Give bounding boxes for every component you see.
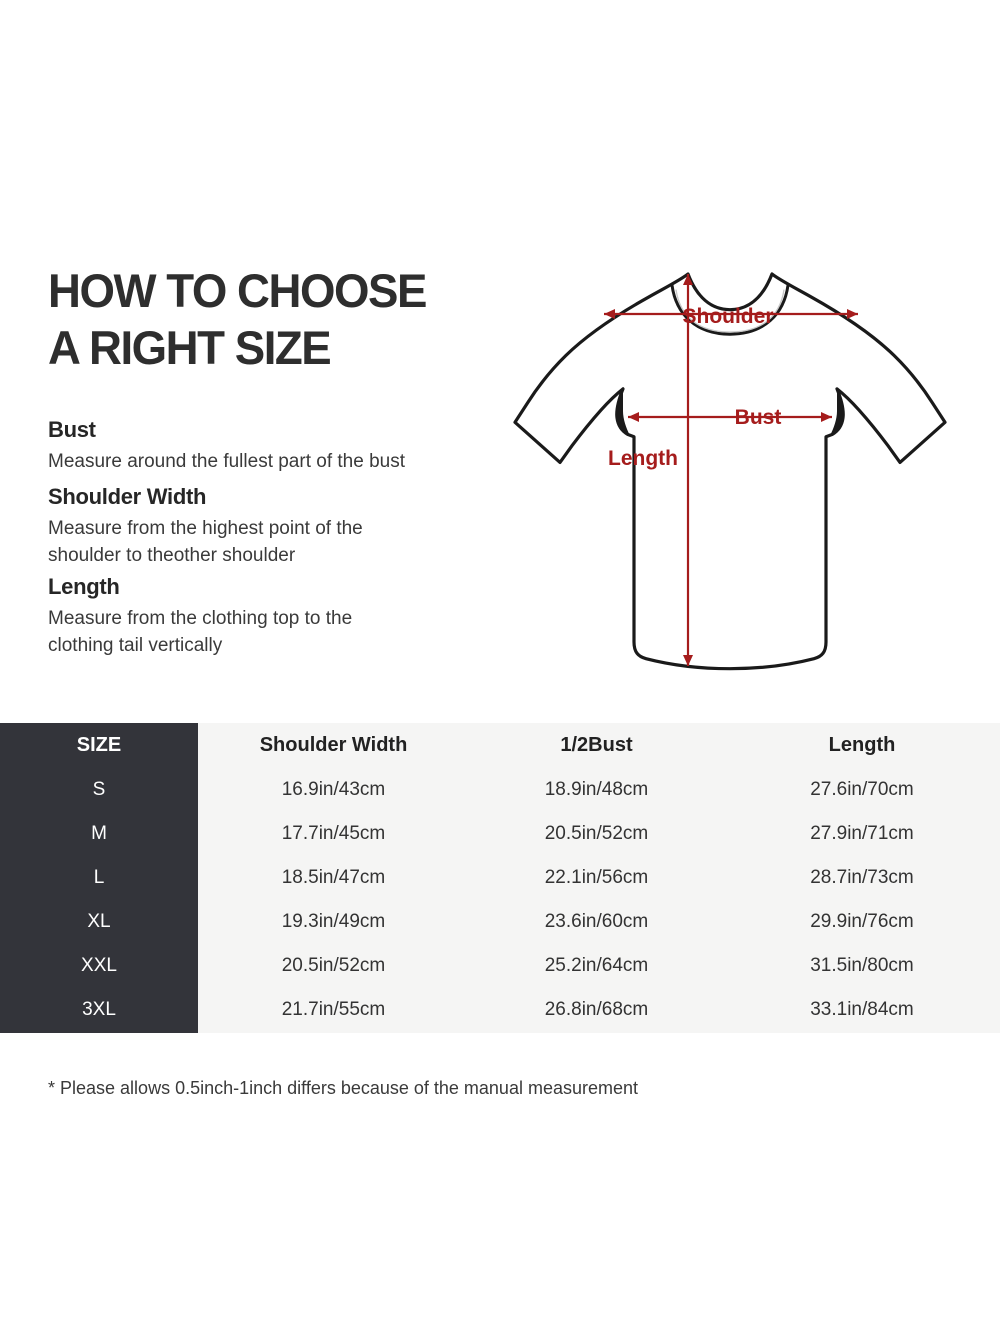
svg-text:Length: Length xyxy=(608,447,678,470)
svg-text:Bust: Bust xyxy=(735,406,782,429)
svg-text:Shoulder: Shoulder xyxy=(682,305,773,328)
